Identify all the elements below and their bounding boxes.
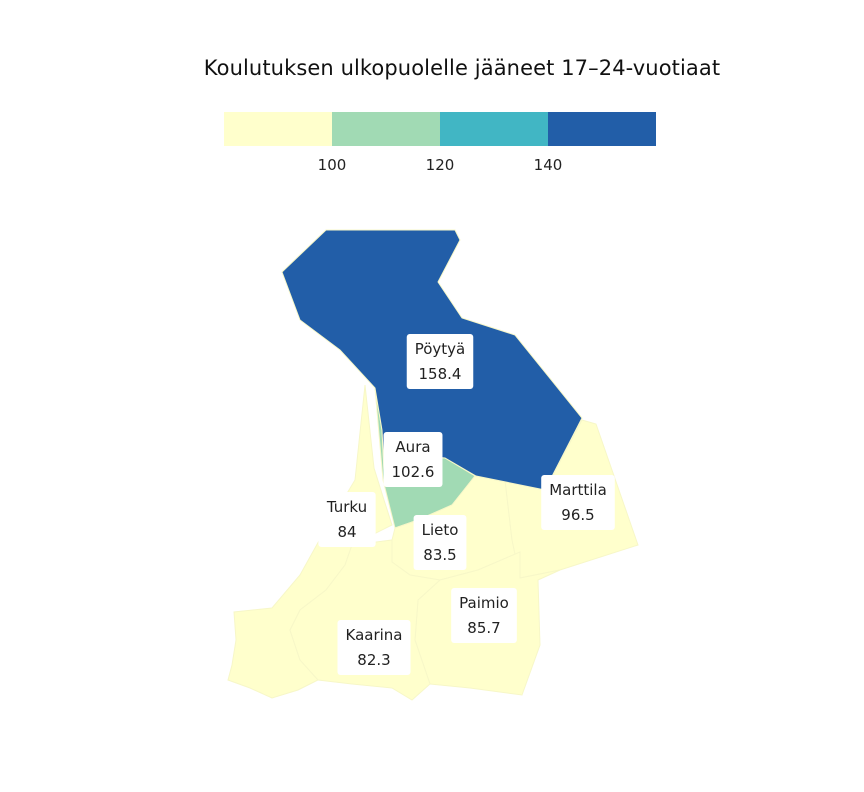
region-label-lieto: Lieto 83.5	[413, 515, 467, 570]
region-label-turku: Turku 84	[318, 492, 376, 547]
region-name: Aura	[395, 438, 430, 456]
legend-tick-140: 140	[534, 156, 563, 174]
legend: 100 120 140	[224, 112, 656, 174]
legend-swatch-2	[332, 112, 440, 146]
region-label-box	[451, 588, 517, 643]
region-value: 84	[337, 523, 356, 541]
region-label-box	[413, 515, 467, 570]
region-label-poytya: Pöytyä 158.4	[406, 334, 474, 389]
legend-swatch-1	[224, 112, 332, 146]
region-value: 102.6	[392, 463, 435, 481]
region-label-box	[541, 475, 615, 530]
legend-tick-120: 120	[426, 156, 455, 174]
region-value: 83.5	[423, 546, 456, 564]
region-value: 82.3	[357, 651, 390, 669]
legend-swatch-3	[440, 112, 548, 146]
region-name: Marttila	[549, 481, 607, 499]
region-value: 96.5	[561, 506, 594, 524]
region-label-box	[406, 334, 474, 389]
region-label-box	[383, 432, 443, 487]
region-label-paimio: Paimio 85.7	[451, 588, 517, 643]
region-label-kaarina: Kaarina 82.3	[337, 620, 411, 675]
region-labels: Pöytyä 158.4 Aura 102.6 Turku 84 Lieto 83.5 Mart…	[318, 334, 615, 675]
region-label-box	[337, 620, 411, 675]
legend-tick-100: 100	[318, 156, 347, 174]
region-name: Turku	[326, 498, 367, 516]
region-name: Paimio	[459, 594, 509, 612]
region-name: Pöytyä	[415, 340, 466, 358]
legend-swatch-4	[548, 112, 656, 146]
region-label-box	[318, 492, 376, 547]
region-label-marttila: Marttila 96.5	[541, 475, 615, 530]
region-value: 158.4	[419, 365, 462, 383]
region-name: Lieto	[422, 521, 459, 539]
map-title: Koulutuksen ulkopuolelle jääneet 17–24-v…	[203, 56, 721, 80]
region-name: Kaarina	[346, 626, 403, 644]
region-value: 85.7	[467, 619, 500, 637]
region-label-aura: Aura 102.6	[383, 432, 443, 487]
